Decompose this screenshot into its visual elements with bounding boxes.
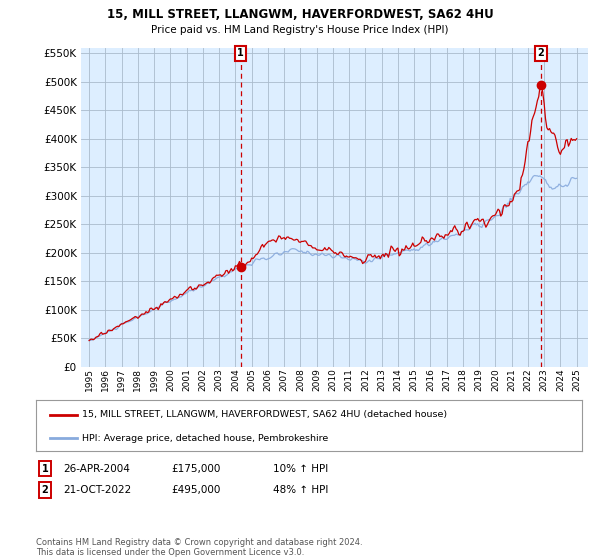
Text: Price paid vs. HM Land Registry's House Price Index (HPI): Price paid vs. HM Land Registry's House … (151, 25, 449, 35)
Text: Contains HM Land Registry data © Crown copyright and database right 2024.
This d: Contains HM Land Registry data © Crown c… (36, 538, 362, 557)
Text: 1: 1 (237, 48, 244, 58)
Text: 2: 2 (538, 48, 544, 58)
Text: 26-APR-2004: 26-APR-2004 (63, 464, 130, 474)
Text: 21-OCT-2022: 21-OCT-2022 (63, 485, 131, 495)
Text: £495,000: £495,000 (171, 485, 220, 495)
Text: 15, MILL STREET, LLANGWM, HAVERFORDWEST, SA62 4HU (detached house): 15, MILL STREET, LLANGWM, HAVERFORDWEST,… (82, 410, 448, 419)
Text: 15, MILL STREET, LLANGWM, HAVERFORDWEST, SA62 4HU: 15, MILL STREET, LLANGWM, HAVERFORDWEST,… (107, 8, 493, 21)
Text: 10% ↑ HPI: 10% ↑ HPI (273, 464, 328, 474)
Text: 2: 2 (41, 485, 49, 495)
Text: £175,000: £175,000 (171, 464, 220, 474)
Text: HPI: Average price, detached house, Pembrokeshire: HPI: Average price, detached house, Pemb… (82, 433, 329, 443)
Text: 1: 1 (41, 464, 49, 474)
Text: 48% ↑ HPI: 48% ↑ HPI (273, 485, 328, 495)
